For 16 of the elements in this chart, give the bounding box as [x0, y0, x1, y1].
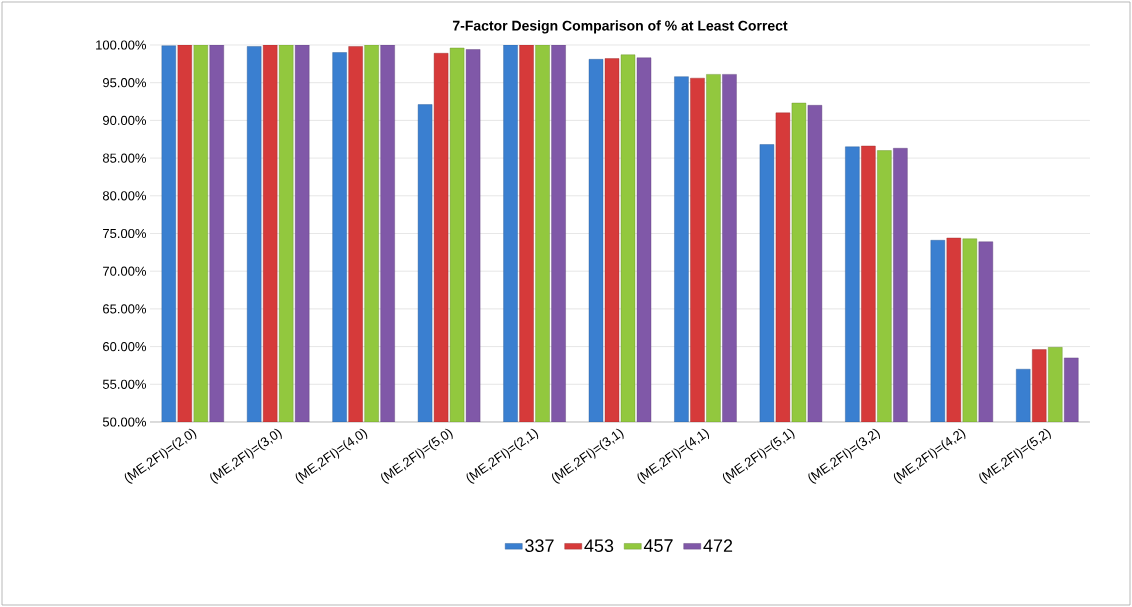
y-tick-label: 55.00%: [102, 379, 147, 389]
y-tick-label: 80.00%: [102, 191, 147, 201]
legend-label: 337: [525, 539, 554, 553]
y-tick-label: 65.00%: [103, 304, 147, 314]
chart-title: 7-Factor Design Comparison of % at Least Correct: [452, 20, 788, 34]
y-tick-label: 95.00%: [103, 78, 147, 88]
y-tick-label: 70.00%: [103, 266, 147, 276]
legend-label: 453: [584, 539, 614, 553]
legend-label: 472: [703, 539, 733, 552]
legend-label: 457: [643, 539, 673, 552]
y-tick-label: 85.00%: [102, 153, 147, 163]
y-tick-label: 50.00%: [102, 417, 147, 427]
y-tick-label: 60.00%: [103, 341, 147, 352]
y-tick-label: 75.00%: [103, 228, 147, 239]
y-tick-label: 100.00%: [96, 40, 147, 50]
y-tick-label: 90.00%: [103, 115, 147, 125]
